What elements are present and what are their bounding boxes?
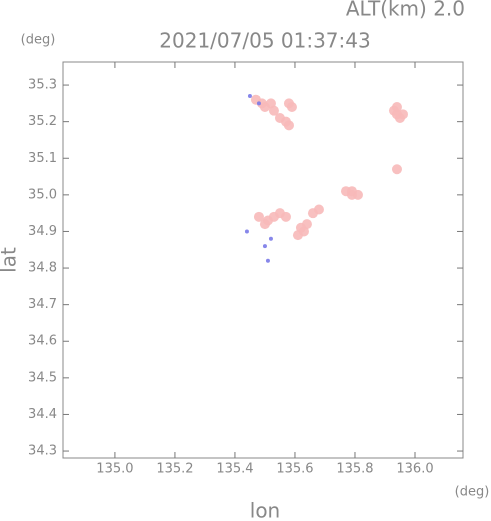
y-tick-label: 34.5 <box>28 370 57 385</box>
y-tick-label: 34.9 <box>28 224 57 239</box>
echo-point <box>280 211 291 222</box>
y-tick-label: 35.3 <box>28 78 57 93</box>
x-tick-label: 135.8 <box>336 462 373 477</box>
y-tick-label: 35.2 <box>28 114 57 129</box>
chart-subtitle: ALT(km) 2.0 <box>346 0 465 21</box>
echo-point <box>298 226 309 237</box>
echo-point <box>391 164 402 175</box>
x-tick-label: 135.4 <box>216 462 253 477</box>
x-axis-label: lon <box>250 499 280 521</box>
echo-point <box>265 258 270 263</box>
echo-point <box>283 120 294 131</box>
x-tick-label: 136.0 <box>396 462 433 477</box>
echo-point <box>262 244 267 249</box>
echo-point <box>313 204 324 215</box>
echo-point <box>247 94 252 99</box>
echo-point <box>253 211 264 222</box>
echo-point <box>268 105 279 116</box>
y-tick-label: 35.0 <box>28 187 57 202</box>
y-tick-label: 34.6 <box>28 334 57 349</box>
y-tick-label: 34.3 <box>28 444 57 459</box>
echo-point <box>268 236 273 241</box>
y-tick-label: 34.7 <box>28 297 57 312</box>
chart-title: 2021/07/05 01:37:43 <box>159 29 370 53</box>
echo-point <box>256 101 261 106</box>
x-tick-label: 135.0 <box>96 462 133 477</box>
y-tick-label: 35.1 <box>28 151 57 166</box>
y-tick-label: 34.8 <box>28 261 57 276</box>
y-axis-label: lat <box>0 247 21 273</box>
y-unit: (deg) <box>21 33 56 48</box>
echo-point <box>259 219 270 230</box>
echo-point <box>346 186 357 197</box>
echo-point <box>391 102 402 113</box>
x-tick-label: 135.6 <box>276 462 313 477</box>
x-tick-label: 135.2 <box>156 462 193 477</box>
y-tick-label: 34.4 <box>28 407 57 422</box>
echo-point <box>397 109 408 120</box>
echo-point <box>244 229 249 234</box>
x-unit: (deg) <box>455 485 490 500</box>
echo-point <box>286 102 297 113</box>
plot-frame <box>62 61 464 459</box>
